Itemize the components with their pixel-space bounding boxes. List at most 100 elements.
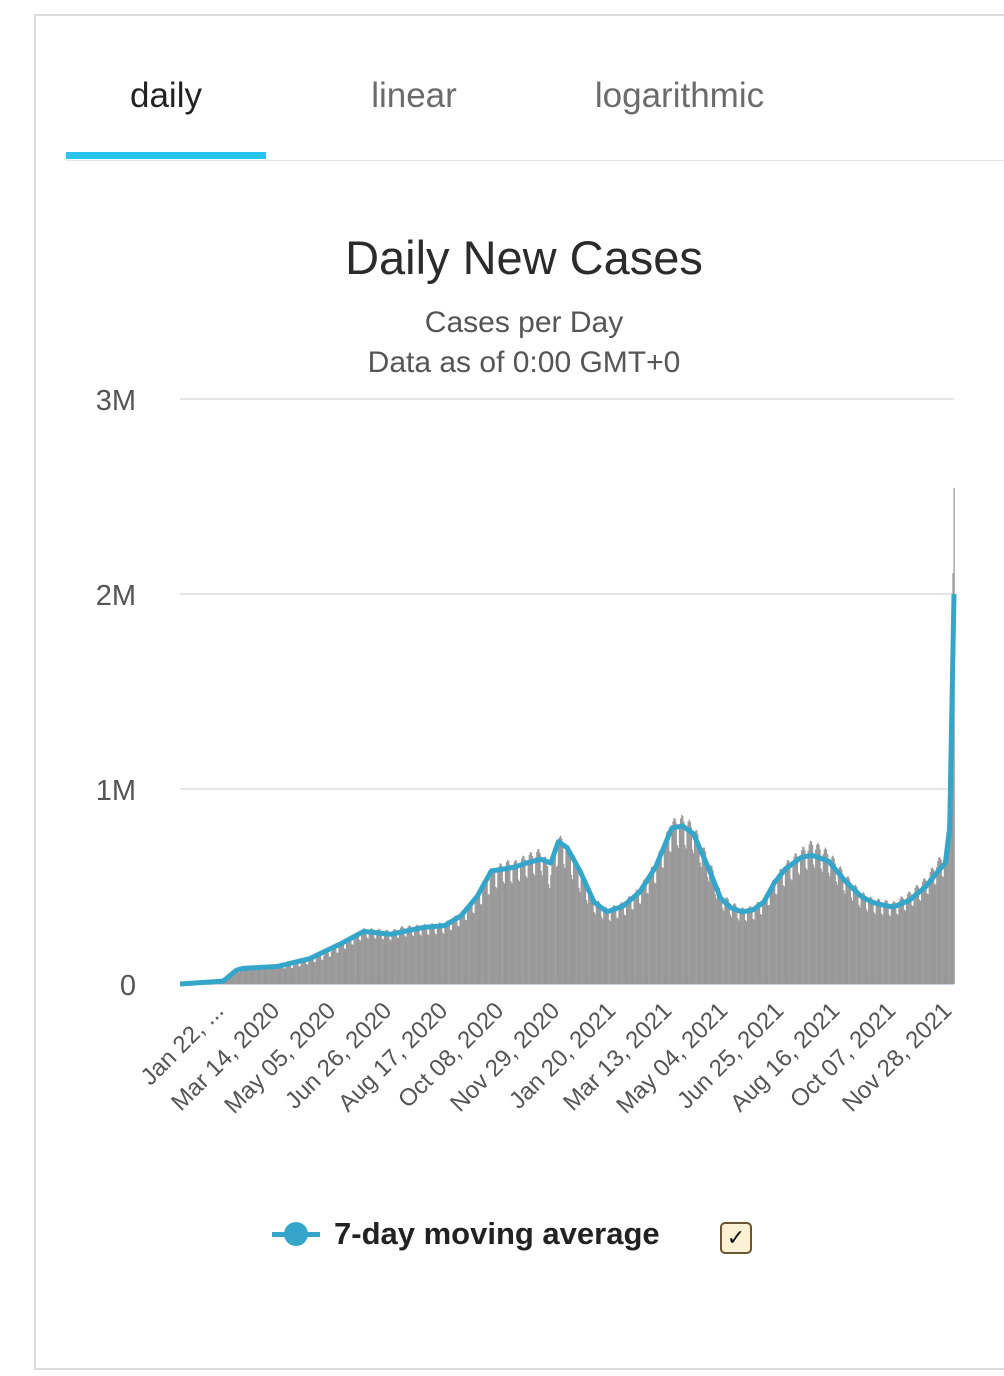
- bar: [698, 840, 700, 984]
- bar: [724, 900, 726, 984]
- bar: [775, 893, 777, 984]
- bar: [702, 847, 704, 984]
- bar: [518, 881, 521, 984]
- bar: [834, 863, 836, 984]
- bar: [869, 897, 871, 984]
- bar: [643, 879, 645, 984]
- bar: [792, 862, 794, 984]
- bar: [766, 894, 768, 984]
- tab-linear[interactable]: linear: [371, 76, 457, 115]
- bar: [353, 937, 355, 984]
- bar: [303, 961, 306, 984]
- bar: [389, 939, 391, 984]
- bar: [699, 862, 701, 984]
- bar: [925, 880, 927, 984]
- bar: [236, 971, 239, 984]
- moving-average-checkbox[interactable]: ✓: [720, 1222, 752, 1254]
- bar: [806, 869, 808, 984]
- bar: [886, 900, 888, 984]
- bar: [777, 878, 779, 984]
- bar: [658, 851, 660, 984]
- legend[interactable]: 7-day moving average: [272, 1206, 660, 1262]
- bar: [852, 888, 855, 984]
- bar: [731, 906, 734, 984]
- bar: [470, 901, 472, 984]
- bar: [661, 867, 663, 984]
- bar: [514, 859, 516, 984]
- bar: [943, 858, 946, 984]
- bar: [302, 961, 304, 984]
- bar: [565, 850, 567, 984]
- bar: [309, 959, 311, 984]
- bar: [780, 868, 782, 984]
- bar: [288, 964, 290, 984]
- bar: [543, 856, 546, 984]
- bar: [833, 858, 835, 984]
- bar: [430, 924, 432, 984]
- bar: [292, 965, 295, 984]
- bar: [238, 972, 241, 984]
- bar: [686, 827, 688, 984]
- bar: [858, 904, 860, 984]
- bar: [618, 907, 620, 984]
- bar: [593, 911, 595, 984]
- bar: [337, 952, 339, 984]
- bar: [492, 869, 495, 984]
- bar: [476, 893, 479, 984]
- bar: [950, 770, 952, 984]
- bar: [450, 930, 453, 984]
- bar: [919, 900, 922, 984]
- bar: [761, 914, 763, 984]
- bar: [655, 883, 657, 984]
- bar: [681, 814, 683, 984]
- bar: [528, 854, 530, 984]
- bar: [887, 903, 889, 984]
- bar: [338, 946, 340, 984]
- tab-daily[interactable]: daily: [130, 76, 202, 115]
- bar: [876, 899, 878, 984]
- bar: [563, 864, 565, 984]
- bar: [615, 907, 617, 984]
- bar: [477, 892, 480, 984]
- bar: [410, 927, 413, 984]
- bar: [512, 867, 514, 984]
- tab-logarithmic[interactable]: logarithmic: [594, 76, 765, 115]
- bar: [343, 948, 346, 984]
- bar: [500, 863, 502, 984]
- bar: [442, 932, 444, 984]
- bar: [637, 891, 640, 984]
- bar: [703, 847, 706, 984]
- bar: [894, 901, 896, 984]
- bar: [268, 968, 270, 984]
- bar: [671, 828, 673, 984]
- bar: [719, 891, 722, 984]
- tab-bar: daily linear logarithmic: [66, 76, 1004, 161]
- bar: [854, 885, 856, 984]
- bar: [367, 938, 369, 984]
- bar: [452, 917, 455, 984]
- bar: [329, 956, 331, 984]
- bar: [923, 878, 925, 984]
- bar: [562, 843, 564, 984]
- bar: [732, 904, 735, 984]
- bar: [445, 922, 447, 984]
- bar: [579, 891, 581, 984]
- bar: [314, 962, 316, 984]
- bar: [926, 893, 928, 984]
- bar: [484, 880, 486, 984]
- bar: [922, 881, 924, 984]
- bar: [851, 900, 854, 984]
- bar: [758, 903, 761, 984]
- bar: [289, 965, 292, 984]
- bar: [949, 829, 951, 984]
- bar: [530, 852, 533, 984]
- bar: [350, 938, 352, 984]
- bar: [381, 938, 383, 984]
- bar: [582, 876, 584, 984]
- bar: [602, 919, 604, 984]
- bar: [523, 856, 525, 984]
- bar: [687, 821, 689, 984]
- bar: [473, 913, 475, 984]
- bar: [245, 970, 247, 984]
- bar: [742, 908, 744, 984]
